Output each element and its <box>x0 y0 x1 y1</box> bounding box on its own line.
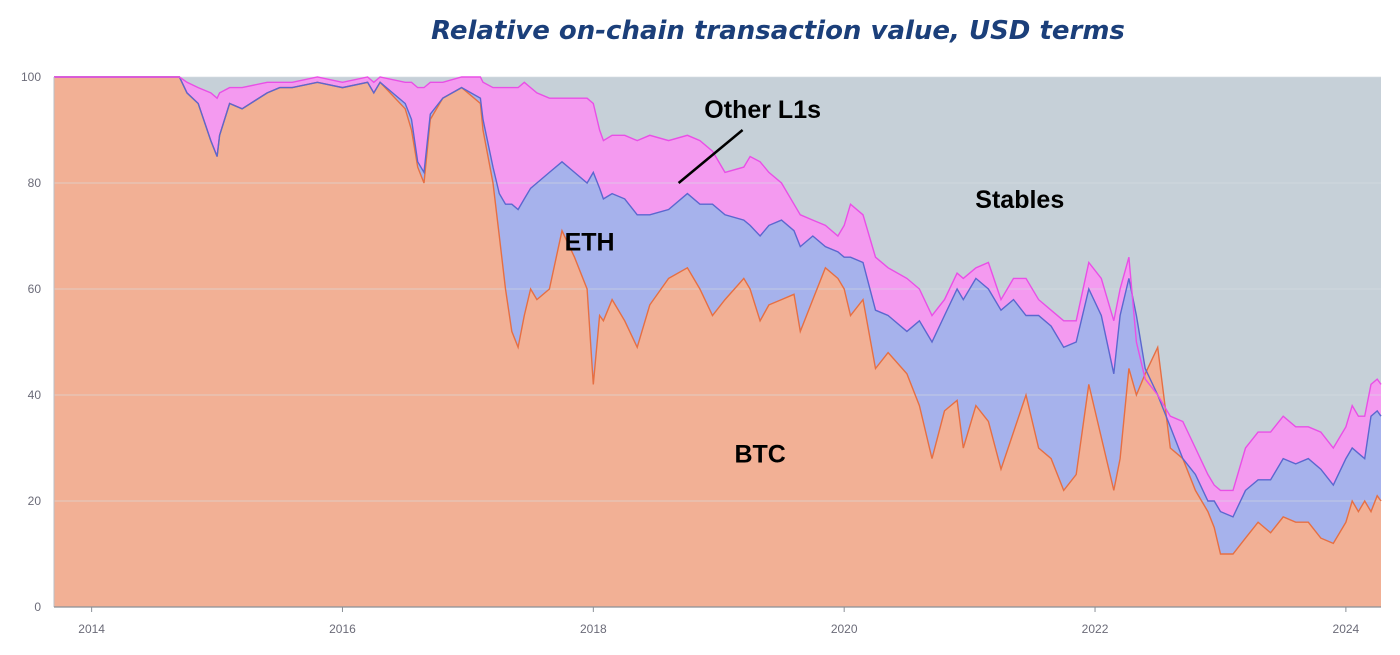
y-tick-label: 20 <box>28 494 42 508</box>
line-eth <box>54 76 1382 518</box>
area-labels: BTC ETH Other L1s Stables <box>565 96 1065 468</box>
label-btc: BTC <box>734 440 785 468</box>
y-tick-label: 80 <box>28 176 42 190</box>
gridlines <box>54 76 1381 502</box>
y-tick-label: 40 <box>28 388 42 402</box>
chart-title: Relative on-chain transaction value, USD… <box>431 16 1125 46</box>
x-tick-label: 2016 <box>329 622 356 636</box>
x-tick-label: 2018 <box>580 622 607 636</box>
label-eth: ETH <box>565 228 615 256</box>
label-other-l1s: Other L1s <box>704 96 821 124</box>
area-layers <box>54 77 1381 607</box>
annotation-line <box>677 129 744 184</box>
label-stables: Stables <box>975 186 1064 214</box>
x-tick-label: 2014 <box>78 622 105 636</box>
line-other-l1s <box>54 76 1382 492</box>
series-lines <box>54 76 1382 555</box>
y-tick-label: 60 <box>28 282 42 296</box>
x-tick-label: 2020 <box>831 622 858 636</box>
y-tick-label: 100 <box>21 70 41 84</box>
x-tick-label: 2022 <box>1082 622 1109 636</box>
y-tick-label: 0 <box>34 600 41 614</box>
area-btc <box>54 77 1381 607</box>
axes: 0 20 40 60 80 100 2014 2016 2018 2020 2022 2024 <box>21 70 1381 636</box>
x-tick-label: 2024 <box>1333 622 1360 636</box>
